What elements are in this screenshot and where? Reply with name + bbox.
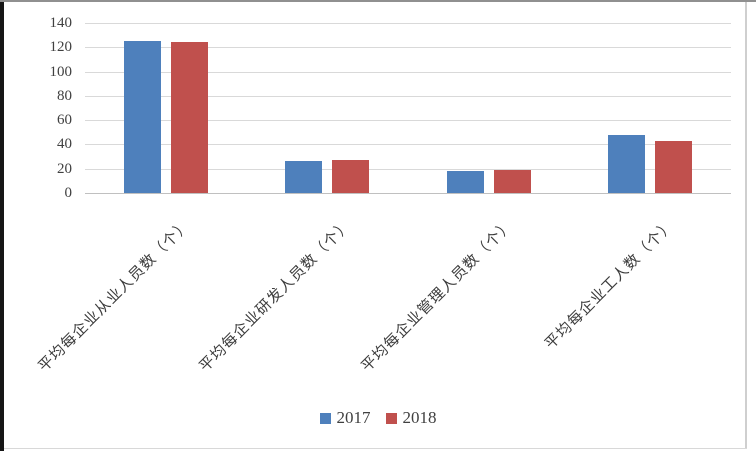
image-bottom-border [4, 448, 747, 449]
y-axis-tick-label: 40 [57, 136, 72, 152]
bar-2017-category-3 [447, 171, 484, 193]
bar-2017-category-1 [124, 41, 161, 193]
x-axis-category-label: 平均每企业研发人员数（个） [196, 216, 356, 376]
bar-2018-category-3 [494, 170, 531, 193]
legend-swatch-2017 [319, 412, 331, 424]
legend-item-2018: 2018 [385, 408, 437, 428]
bar-2018-category-1 [171, 42, 208, 193]
gridline [85, 72, 731, 73]
image-top-border [0, 0, 756, 2]
legend-label-2018: 2018 [402, 408, 437, 427]
y-axis-tick-label: 0 [64, 185, 73, 201]
gridline [85, 47, 731, 48]
gridline [85, 23, 731, 24]
legend-swatch-2018 [385, 412, 397, 424]
x-axis-category-label: 平均每企业从业人员数（个） [35, 216, 195, 376]
x-axis-category-label: 平均每企业工人数（个） [542, 216, 679, 353]
y-axis-tick-label: 140 [49, 15, 73, 31]
gridline [85, 144, 731, 145]
gridline [85, 169, 731, 170]
y-axis-tick-label: 20 [57, 161, 72, 177]
y-axis-tick-label: 120 [49, 39, 73, 55]
y-axis-tick-label: 100 [49, 64, 73, 80]
gridline [85, 96, 731, 97]
y-axis-tick-label: 60 [57, 112, 72, 128]
chart-legend: 2017 2018 [0, 405, 756, 431]
image-right-border [745, 2, 747, 449]
legend-label-2017: 2017 [336, 408, 371, 427]
bar-2018-category-2 [332, 160, 369, 193]
x-axis-line [85, 193, 731, 194]
bar-2017-category-4 [608, 135, 645, 193]
x-axis-category-label: 平均每企业管理人员数（个） [358, 216, 518, 376]
bar-2018-category-4 [655, 141, 692, 193]
gridline [85, 120, 731, 121]
y-axis-tick-label: 80 [57, 88, 72, 104]
legend-item-2017: 2017 [319, 408, 371, 428]
bar-2017-category-2 [285, 161, 322, 193]
image-left-border [0, 0, 4, 451]
